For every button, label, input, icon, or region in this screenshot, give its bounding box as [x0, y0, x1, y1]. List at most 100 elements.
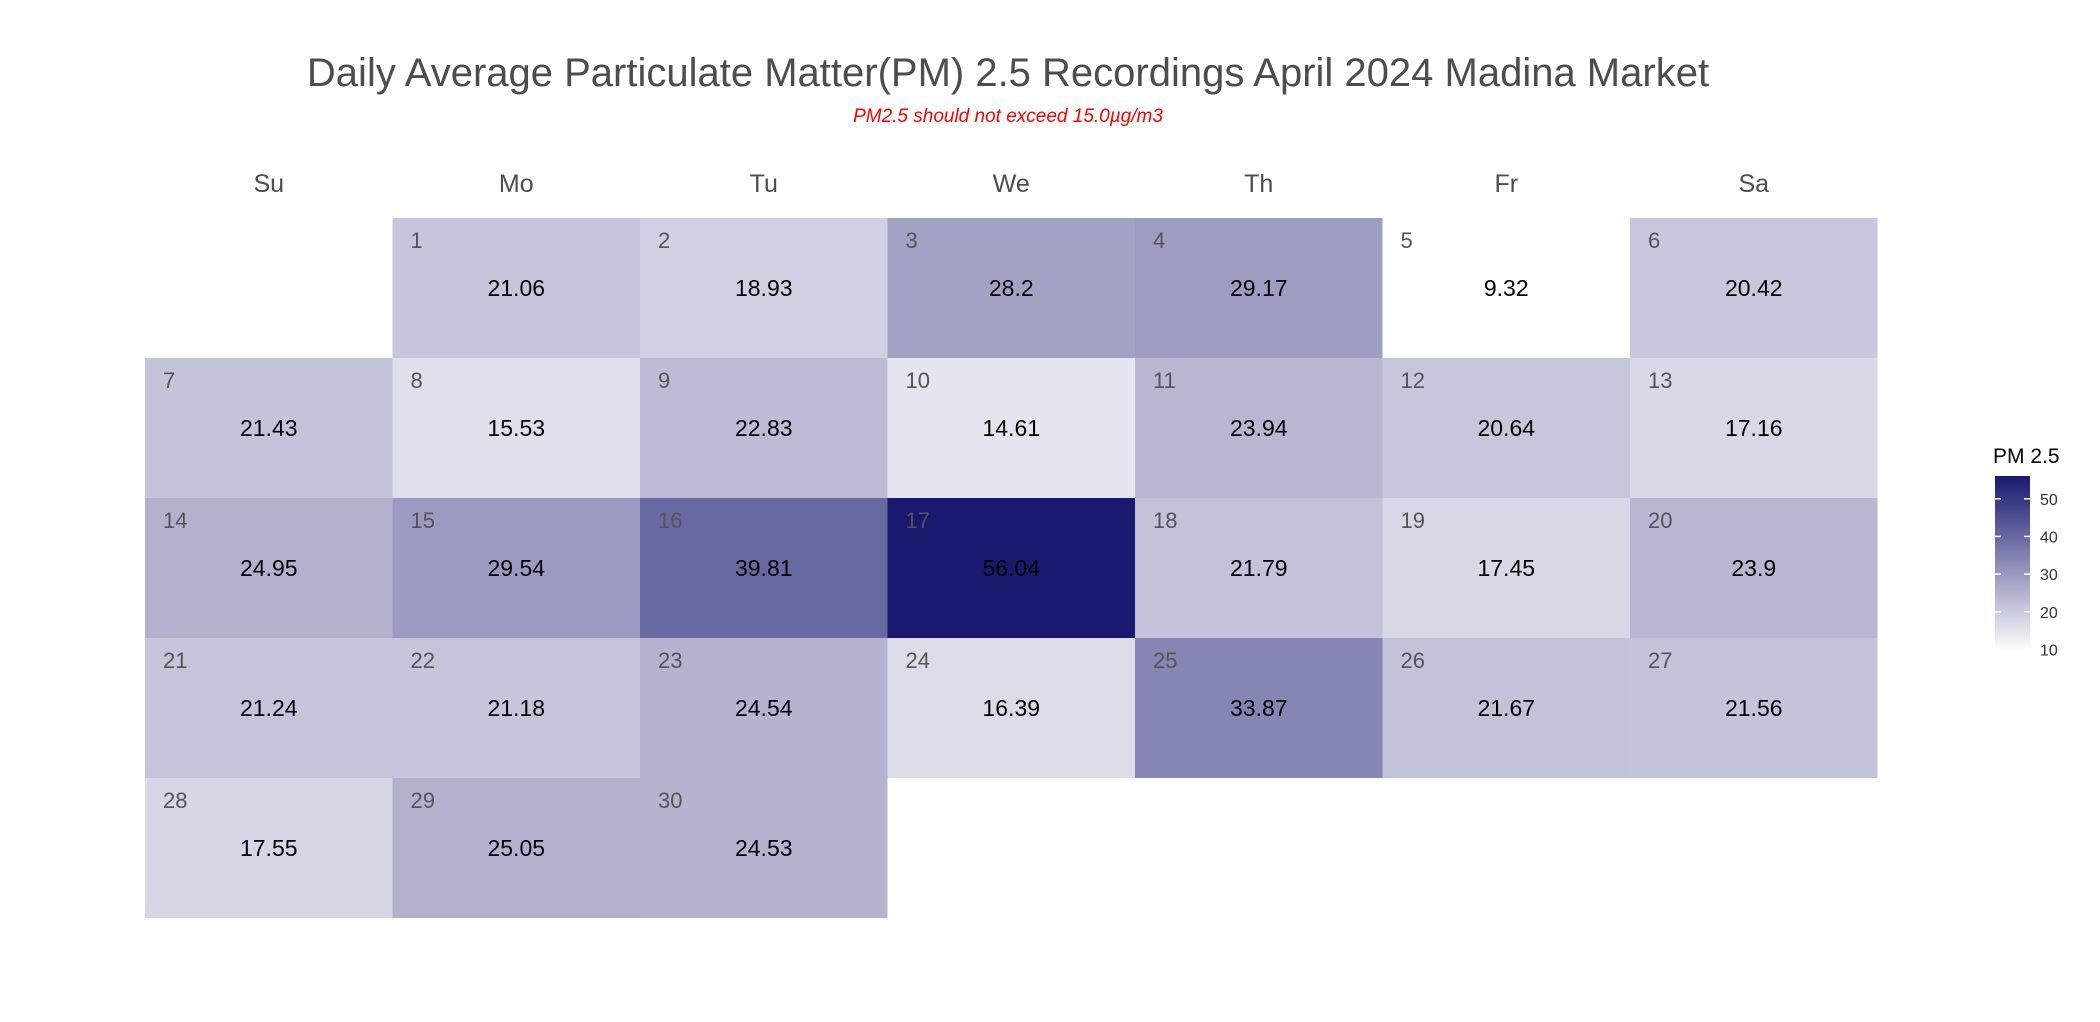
- day-number: 9: [658, 368, 670, 393]
- day-cell: 721.43: [145, 358, 393, 498]
- day-number: 29: [411, 788, 435, 813]
- day-number: 6: [1648, 228, 1660, 253]
- legend-tick-label: 10: [2040, 642, 2058, 659]
- legend-tick-label: 30: [2040, 567, 2058, 584]
- day-value-label: 21.06: [487, 275, 545, 301]
- day-cell-tile: [1135, 358, 1383, 498]
- day-number: 10: [906, 368, 930, 393]
- weekday-label: Fr: [1494, 170, 1518, 198]
- day-number: 7: [163, 368, 175, 393]
- weekday-label: Tu: [750, 170, 778, 198]
- day-value-label: 29.54: [487, 555, 545, 581]
- day-value-label: 16.39: [982, 695, 1040, 721]
- legend-tick-label: 40: [2040, 529, 2058, 546]
- day-cell: 22 21.18: [392, 638, 640, 778]
- day-number: 19: [1401, 508, 1425, 533]
- day-cell: 27 21.56: [1630, 638, 1878, 778]
- day-number: 4: [1153, 228, 1165, 253]
- legend-tick-label: 20: [2040, 605, 2058, 622]
- chart-title: Daily Average Particulate Matter(PM) 2.5…: [307, 51, 1709, 95]
- day-cell-tile: [640, 218, 888, 358]
- day-value-label: 14.61: [982, 415, 1040, 441]
- day-cell-tile: [640, 778, 888, 918]
- day-cell: 12 20.64: [1382, 358, 1630, 498]
- day-value-label: 18.93: [735, 275, 793, 301]
- legend-tick-label: 50: [2040, 492, 2058, 509]
- day-cell: 18 21.79: [1135, 498, 1383, 638]
- day-value-label: 21.67: [1477, 695, 1535, 721]
- day-number: 17: [906, 508, 930, 533]
- day-cell-tile: [392, 638, 640, 778]
- day-number: 8: [411, 368, 423, 393]
- day-number: 24: [906, 648, 930, 673]
- day-cell: 20 23.9: [1630, 498, 1878, 638]
- day-cell: 17 56.04: [887, 498, 1135, 638]
- day-cell: 11 23.94: [1135, 358, 1383, 498]
- weekday-header: Su Mo Tu We Th Fr Sa: [253, 170, 1769, 198]
- day-cell: 23 24.54: [640, 638, 888, 778]
- day-cell-tile: [1135, 218, 1383, 358]
- day-cell-tile: [887, 638, 1135, 778]
- day-cell-tile: [640, 498, 888, 638]
- day-number: 22: [411, 648, 435, 673]
- day-number: 11: [1153, 368, 1176, 393]
- day-value-label: 17.16: [1725, 415, 1783, 441]
- day-cell-tile: [1382, 498, 1630, 638]
- day-value-label: 20.64: [1477, 415, 1535, 441]
- weekday-label: Sa: [1738, 170, 1769, 198]
- day-number: 12: [1401, 368, 1425, 393]
- day-cell: 15 29.54: [392, 498, 640, 638]
- day-number: 20: [1648, 508, 1672, 533]
- day-number: 15: [411, 508, 435, 533]
- calendar-grid: 121.06218.93328.2429.1759.32620.42721.43…: [145, 218, 1878, 918]
- day-number: 25: [1153, 648, 1177, 673]
- day-cell: 922.83: [640, 358, 888, 498]
- day-number: 16: [658, 508, 682, 533]
- day-cell-tile: [1382, 218, 1630, 358]
- day-cell-tile: [392, 498, 640, 638]
- color-legend: PM 2.5 10 20 30 40 50: [1993, 445, 2060, 659]
- day-cell-tile: [887, 498, 1135, 638]
- day-cell-tile: [887, 218, 1135, 358]
- day-value-label: 20.42: [1725, 275, 1783, 301]
- weekday-label: We: [993, 170, 1030, 198]
- day-number: 1: [411, 228, 423, 253]
- day-number: 28: [163, 788, 187, 813]
- day-number: 18: [1153, 508, 1177, 533]
- day-number: 2: [658, 228, 670, 253]
- day-cell: 30 24.53: [640, 778, 888, 918]
- day-cell-tile: [1382, 638, 1630, 778]
- day-cell: 14 24.95: [145, 498, 393, 638]
- day-value-label: 33.87: [1230, 695, 1288, 721]
- day-number: 21: [163, 648, 187, 673]
- weekday-label: Su: [253, 170, 284, 198]
- day-value-label: 21.24: [240, 695, 298, 721]
- day-cell: 29 25.05: [392, 778, 640, 918]
- day-value-label: 25.05: [487, 835, 545, 861]
- day-value-label: 17.45: [1477, 555, 1535, 581]
- day-value-label: 56.04: [982, 555, 1040, 581]
- day-cell: 28 17.55: [145, 778, 393, 918]
- day-number: 13: [1648, 368, 1672, 393]
- day-cell: 620.42: [1630, 218, 1878, 358]
- weekday-label: Th: [1244, 170, 1273, 198]
- day-value-label: 9.32: [1484, 275, 1529, 301]
- day-cell: 24 16.39: [887, 638, 1135, 778]
- day-cell: 121.06: [392, 218, 640, 358]
- legend-title: PM 2.5: [1993, 445, 2060, 468]
- day-value-label: 21.43: [240, 415, 298, 441]
- weekday-label: Mo: [499, 170, 534, 198]
- day-value-label: 24.53: [735, 835, 793, 861]
- day-cell-tile: [392, 778, 640, 918]
- day-cell: 59.32: [1382, 218, 1630, 358]
- day-cell: 218.93: [640, 218, 888, 358]
- day-value-label: 15.53: [487, 415, 545, 441]
- day-cell-tile: [640, 638, 888, 778]
- day-cell-tile: [145, 778, 393, 918]
- day-cell: 19 17.45: [1382, 498, 1630, 638]
- day-cell-tile: [640, 358, 888, 498]
- day-cell-tile: [1630, 358, 1878, 498]
- day-value-label: 29.17: [1230, 275, 1288, 301]
- day-cell: 21 21.24: [145, 638, 393, 778]
